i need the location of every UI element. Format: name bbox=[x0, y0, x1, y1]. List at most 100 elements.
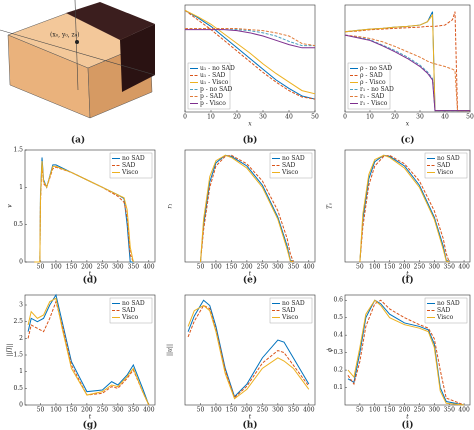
x-tick-label: 250 bbox=[257, 264, 269, 271]
legend-label: u₁ - SAD bbox=[200, 72, 226, 79]
x-axis-label: t bbox=[406, 271, 409, 278]
x-tick-label: 50 bbox=[37, 407, 45, 414]
y-axis-label: r₁ bbox=[167, 203, 174, 208]
data-line bbox=[27, 293, 150, 406]
legend-label: u₁ - Visco bbox=[200, 79, 229, 86]
y-tick-label: 2.5 bbox=[13, 318, 23, 325]
x-tick-label: 400 bbox=[303, 407, 315, 414]
data-line bbox=[187, 304, 310, 400]
legend-label: SAD bbox=[282, 307, 295, 314]
x-tick-label: 50 bbox=[197, 264, 205, 271]
x-tick-label: 10 bbox=[366, 114, 374, 121]
x-tick-label: 350 bbox=[288, 407, 300, 414]
x-tick-label: 400 bbox=[458, 407, 470, 414]
y-tick-label: 1 bbox=[19, 184, 23, 191]
x-tick-label: 300 bbox=[429, 407, 441, 414]
x-tick-label: 20 bbox=[233, 114, 241, 121]
y-tick-label: 0.5 bbox=[13, 221, 23, 228]
x-tick-label: 350 bbox=[128, 407, 140, 414]
y-tick-label: 2 bbox=[19, 335, 23, 342]
panel-caption: (h) bbox=[242, 420, 257, 430]
x-tick-label: 350 bbox=[443, 264, 455, 271]
x-tick-label: 300 bbox=[112, 407, 124, 414]
data-line bbox=[34, 161, 134, 263]
y-tick-label: 3 bbox=[19, 302, 23, 309]
x-tick-label: 100 bbox=[50, 264, 62, 271]
x-tick-label: 50 bbox=[466, 114, 474, 121]
x-tick-label: 200 bbox=[81, 264, 93, 271]
y-tick-label: 0.5 bbox=[13, 385, 23, 392]
legend-label: no SAD bbox=[282, 155, 305, 162]
x-tick-label: 30 bbox=[259, 114, 267, 121]
y-tick-label: 1 bbox=[19, 368, 23, 375]
legend-label: p - SAD bbox=[200, 93, 223, 100]
data-line bbox=[199, 154, 294, 263]
legend-label: r₁ - no SAD bbox=[360, 86, 394, 93]
legend-label: Visco bbox=[436, 314, 454, 321]
y-tick-label: 0 bbox=[19, 402, 23, 409]
x-tick-label: 400 bbox=[303, 264, 315, 271]
x-tick-label: 0 bbox=[343, 114, 347, 121]
x-tick-label: 400 bbox=[458, 264, 470, 271]
chart-panel: 50 100 150 200 250 300 350 400 0.1 0.2 0.3 0.4 0.5 0.… bbox=[327, 294, 471, 430]
x-tick-label: 150 bbox=[66, 407, 78, 414]
data-line bbox=[27, 300, 150, 406]
legend-label: no SAD bbox=[282, 300, 305, 307]
x-axis-label: x bbox=[406, 121, 410, 128]
x-tick-label: 50 bbox=[311, 114, 319, 121]
x-tick-label: 40 bbox=[285, 114, 293, 121]
y-tick-label: 1.5 bbox=[13, 147, 23, 154]
legend-label: Visco bbox=[281, 314, 299, 321]
x-tick-label: 350 bbox=[128, 264, 140, 271]
data-line bbox=[185, 28, 316, 47]
axis-line bbox=[0, 29, 156, 76]
legend-label: Visco bbox=[121, 169, 139, 176]
data-line bbox=[199, 154, 294, 263]
x-tick-label: 300 bbox=[272, 407, 284, 414]
legend-label: ρ - no SAD bbox=[360, 65, 392, 72]
x-tick-label: 0 bbox=[183, 114, 187, 121]
y-tick-label: 0.3 bbox=[333, 349, 343, 356]
x-tick-label: 30 bbox=[416, 114, 424, 121]
panel-caption: (i) bbox=[402, 420, 414, 430]
x-tick-label: 300 bbox=[429, 264, 441, 271]
panel-caption: (a) bbox=[71, 135, 85, 146]
y-tick-label: 0.1 bbox=[333, 384, 343, 391]
data-line bbox=[359, 154, 450, 263]
x-axis-label: t bbox=[89, 271, 92, 278]
data-line bbox=[359, 154, 450, 263]
legend-label: SAD bbox=[122, 162, 135, 169]
x-tick-label: 50 bbox=[37, 264, 45, 271]
x-tick-label: 100 bbox=[369, 264, 381, 271]
dark-block-top bbox=[66, 2, 155, 40]
x-tick-label: 400 bbox=[143, 264, 155, 271]
data-line bbox=[359, 154, 450, 263]
data-line bbox=[185, 29, 315, 49]
x-tick-label: 100 bbox=[369, 407, 381, 414]
data-line bbox=[184, 9, 316, 100]
x-tick-label: 250 bbox=[97, 407, 109, 414]
legend-label: no SAD bbox=[122, 155, 145, 162]
legend-label: SAD bbox=[122, 307, 135, 314]
axis-line bbox=[74, 0, 79, 91]
data-line bbox=[27, 297, 150, 406]
y-axis-label: v bbox=[7, 204, 14, 208]
x-tick-label: 200 bbox=[399, 407, 411, 414]
dark-block-side bbox=[120, 24, 155, 92]
panel-caption: (b) bbox=[243, 135, 258, 146]
legend-label: Visco bbox=[281, 169, 299, 176]
x-tick-label: 400 bbox=[143, 407, 155, 414]
x-tick-label: 200 bbox=[241, 407, 253, 414]
data-line bbox=[184, 9, 316, 95]
point-marker bbox=[75, 40, 79, 44]
legend-label: Visco bbox=[121, 314, 139, 321]
